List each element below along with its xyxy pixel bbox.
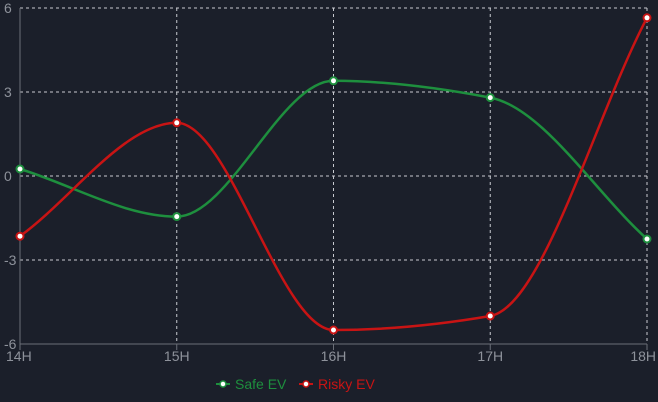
- x-tick-label: 18H: [630, 348, 656, 364]
- legend[interactable]: Safe EV Risky EV: [216, 376, 375, 392]
- legend-marker-icon: [219, 380, 227, 388]
- risky-ev-point[interactable]: [485, 311, 495, 321]
- safe-ev-point[interactable]: [485, 93, 495, 103]
- x-tick-label: 14H: [6, 348, 32, 364]
- legend-marker-icon: [302, 380, 310, 388]
- safe-ev-point[interactable]: [329, 76, 338, 86]
- legend-item-risky-ev[interactable]: Risky EV: [299, 376, 375, 392]
- tick-labels: -6 -3 0 3 6 14H 15H 16H 17H 18H: [4, 0, 656, 364]
- series-group: [15, 13, 652, 335]
- axes: [19, 8, 648, 350]
- risky-ev-point[interactable]: [642, 13, 652, 23]
- risky-ev-point[interactable]: [329, 325, 338, 335]
- risky-ev-point[interactable]: [15, 231, 25, 241]
- legend-label: Risky EV: [318, 376, 375, 392]
- y-tick-label: -6: [4, 336, 17, 352]
- x-tick-label: 15H: [164, 348, 190, 364]
- y-tick-label: -3: [4, 252, 17, 268]
- y-tick-label: 3: [4, 84, 12, 100]
- x-tick-label: 16H: [321, 348, 347, 364]
- x-tick-label: 17H: [477, 348, 503, 364]
- y-tick-label: 6: [4, 0, 12, 16]
- safe-ev-point[interactable]: [15, 164, 25, 174]
- legend-item-safe-ev[interactable]: Safe EV: [216, 376, 287, 392]
- grid-lines: [20, 7, 648, 344]
- safe-ev-point[interactable]: [172, 212, 182, 222]
- legend-label: Safe EV: [235, 376, 287, 392]
- risky-ev-point[interactable]: [172, 118, 182, 128]
- safe-ev-point[interactable]: [642, 234, 652, 244]
- y-tick-label: 0: [4, 168, 12, 184]
